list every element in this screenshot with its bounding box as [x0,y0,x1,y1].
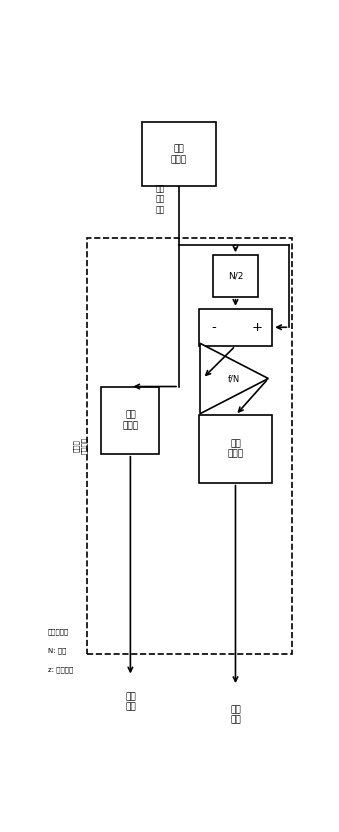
Bar [101,387,159,453]
Text: N/2: N/2 [228,271,243,280]
Text: 磁通
加载: 磁通 加载 [230,706,241,725]
Text: 输出
功率
命令: 输出 功率 命令 [156,184,165,214]
Text: 调节
控制器: 调节 控制器 [171,145,187,164]
Text: 磁悬浮轴承: 磁悬浮轴承 [47,628,69,635]
Text: 变化量
控制模式: 变化量 控制模式 [73,438,87,454]
Bar [213,255,258,297]
Bar [199,309,272,346]
Text: -: - [211,321,216,334]
Bar [142,122,216,186]
Text: f/N: f/N [228,374,240,383]
Bar [87,238,292,654]
Text: N: 匝数: N: 匝数 [47,647,66,654]
Polygon shape [200,344,268,414]
Text: 磁通
加载: 磁通 加载 [125,692,136,711]
Text: 位置
控制器: 位置 控制器 [227,439,243,458]
Text: +: + [252,321,263,334]
Bar [199,415,272,483]
Text: 功率
放大器: 功率 放大器 [122,410,138,430]
Text: z: 发生位移: z: 发生位移 [47,666,73,673]
